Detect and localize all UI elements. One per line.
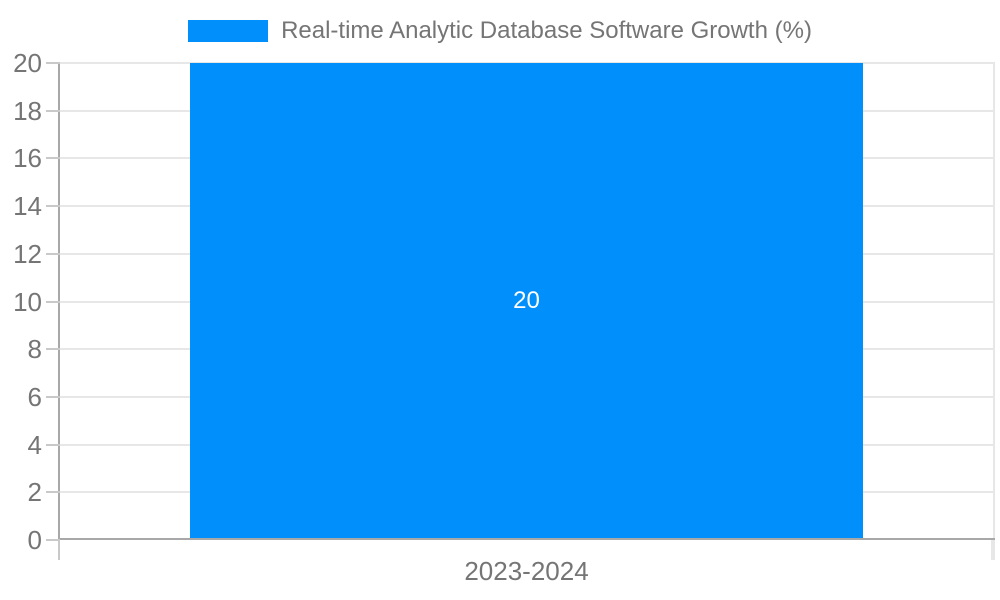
x-axis-category-label: 2023-2024 [464,556,589,586]
y-axis-tick-label: 6 [27,382,42,412]
y-axis-tick [46,348,60,350]
y-axis-tick [46,253,60,255]
bar: 20 [190,63,863,539]
y-axis-tick [46,539,60,541]
x-axis-tick [58,540,60,560]
legend: Real-time Analytic Database Software Gro… [0,18,1000,44]
y-axis-tick [46,444,60,446]
y-axis-tick-label: 10 [13,287,42,317]
y-axis-tick-label: 2 [27,477,42,507]
y-axis-tick [46,110,60,112]
y-axis-tick-label: 18 [13,96,42,126]
x-axis-line [58,538,995,540]
x-axis-tick [991,540,993,560]
y-axis-tick [46,491,60,493]
y-axis-tick-label: 20 [13,48,42,78]
y-axis-tick-label: 14 [13,191,42,221]
y-axis-tick-label: 4 [27,430,42,460]
y-axis-tick [46,301,60,303]
y-axis-tick [46,157,60,159]
y-axis-tick [46,396,60,398]
y-axis-tick [46,62,60,64]
y-axis-tick-label: 8 [27,334,42,364]
y-axis-tick [46,205,60,207]
plot-right-border [993,62,995,560]
y-axis-tick-label: 12 [13,239,42,269]
y-axis-tick-label: 0 [27,525,42,555]
y-axis-line [58,62,60,539]
plot-area: 20 [60,62,993,539]
legend-swatch [188,20,269,42]
bar-value-label: 20 [513,287,540,314]
y-axis-tick-label: 16 [13,143,42,173]
legend-label: Real-time Analytic Database Software Gro… [281,17,812,44]
